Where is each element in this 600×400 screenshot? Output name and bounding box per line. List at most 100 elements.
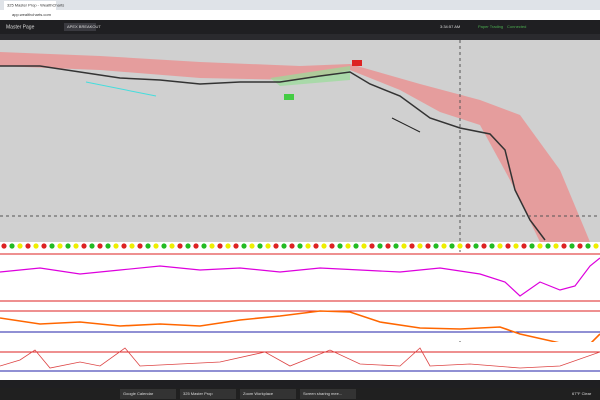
signal-dot [473, 243, 479, 249]
price-line [0, 65, 546, 241]
signal-dot [185, 243, 191, 249]
signal-dot [337, 243, 343, 249]
signal-dot [89, 243, 95, 249]
signal-dot [273, 243, 279, 249]
spike-line [0, 347, 600, 369]
momentum-pane [0, 297, 600, 341]
signal-dot [241, 243, 247, 249]
signal-dot [561, 243, 567, 249]
signal-dot [385, 243, 391, 249]
url[interactable]: app.wealthcharts.com [12, 12, 52, 17]
trend-line-2 [391, 117, 421, 133]
signal-dot [505, 243, 511, 249]
signal-dot [313, 243, 319, 249]
trend-line [85, 81, 157, 97]
oscillator-pane [0, 252, 600, 296]
signal-dot [545, 243, 551, 249]
sell-tag [352, 60, 362, 66]
signal-dot [585, 243, 591, 249]
signal-dot [465, 243, 471, 249]
signal-dot [449, 243, 455, 249]
task-label: Zoom Workplace [243, 391, 274, 396]
buy-tag [284, 94, 294, 100]
signal-dot [537, 243, 543, 249]
signal-dot [433, 243, 439, 249]
mode: Paper Trading [478, 24, 503, 29]
signal-dot [25, 243, 31, 249]
signal-dot [257, 243, 263, 249]
chart-header [0, 34, 600, 40]
signal-dot [97, 243, 103, 249]
signal-dot [57, 243, 63, 249]
signal-dot [49, 243, 55, 249]
signal-dot [233, 243, 239, 249]
signal-dot [169, 243, 175, 249]
signal-dot [17, 243, 23, 249]
task-button[interactable] [300, 389, 356, 399]
signal-dot [353, 243, 359, 249]
signal-dot [217, 243, 223, 249]
signal-dot [569, 243, 575, 249]
taskbar-items: Google Calendar 325 Master Prop Zoom Workp… [120, 389, 356, 399]
signal-dot [65, 243, 71, 249]
page-name[interactable]: Master Page [6, 24, 35, 30]
signal-dot [1, 243, 7, 249]
signal-dot [209, 243, 215, 249]
signal-dot [105, 243, 111, 249]
task-label: Screen sharing mee... [303, 391, 342, 396]
signal-dot [441, 243, 447, 249]
signal-dot [33, 243, 39, 249]
signal-dot [177, 243, 183, 249]
momentum-line [0, 310, 600, 345]
signal-dot [137, 243, 143, 249]
task-button[interactable] [240, 389, 296, 399]
signal-dot [457, 243, 463, 249]
signal-dot [409, 243, 415, 249]
signal-dot [497, 243, 503, 249]
signal-dot [417, 243, 423, 249]
signal-dot [329, 243, 335, 249]
red-band [0, 52, 590, 242]
signal-dot [577, 243, 583, 249]
tab-bar [0, 0, 600, 10]
signal-dot [73, 243, 79, 249]
signal-dot [393, 243, 399, 249]
tab-title: 325 Master Prop - WealthCharts [7, 3, 64, 8]
signal-dot [201, 243, 207, 249]
signal-dot [129, 243, 135, 249]
signal-dot [425, 243, 431, 249]
signal-dot [225, 243, 231, 249]
signal-dot [521, 243, 527, 249]
tab[interactable] [4, 1, 56, 10]
signal-dot [281, 243, 287, 249]
task-label: Google Calendar [123, 391, 154, 396]
clock: 3:34:57 AM [440, 24, 460, 29]
signal-dot [289, 243, 295, 249]
signal-dot [513, 243, 519, 249]
signal-dot [265, 243, 271, 249]
signal-dot [249, 243, 255, 249]
signal-dot [113, 243, 119, 249]
signal-dot [489, 243, 495, 249]
signal-dot [153, 243, 159, 249]
signal-dot [41, 243, 47, 249]
signal-dot [321, 243, 327, 249]
task-button[interactable] [120, 389, 176, 399]
signal-dot [193, 243, 199, 249]
weather: 67°F Clear [572, 391, 592, 396]
oscillator-line [0, 257, 600, 297]
apex-label: APEX BREAKOUT [67, 24, 101, 29]
signal-dot [145, 243, 151, 249]
signal-dot [401, 243, 407, 249]
apex-button[interactable] [64, 23, 96, 31]
task-button[interactable] [180, 389, 236, 399]
signal-dot [297, 243, 303, 249]
volume-pane [0, 342, 600, 380]
signal-dots [1, 243, 599, 249]
time-axis [0, 380, 600, 388]
signal-dot [529, 243, 535, 249]
signal-dot [361, 243, 367, 249]
task-label: 325 Master Prop [183, 391, 213, 396]
